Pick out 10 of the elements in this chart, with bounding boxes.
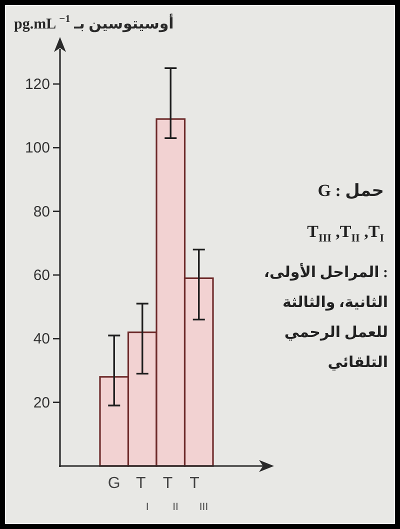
y-tick-label: 120 (24, 76, 50, 94)
x-tick-label: G (106, 475, 122, 492)
y-tick-label: 100 (24, 140, 50, 157)
y-tick-label: 20 (33, 394, 50, 412)
text: T$_{III}$ ,T$_{II}$ ,T$_{I}$ (307, 222, 384, 244)
y-tick-label: 80 (33, 203, 50, 220)
text: : المراحل الأولى، الثانية، والثالثة للعمل الرحمي التلقائي (262, 262, 388, 373)
y-tick-label: 60 (33, 267, 50, 284)
text: G : حمل (318, 181, 384, 201)
y-tick-label: 40 (33, 330, 50, 348)
